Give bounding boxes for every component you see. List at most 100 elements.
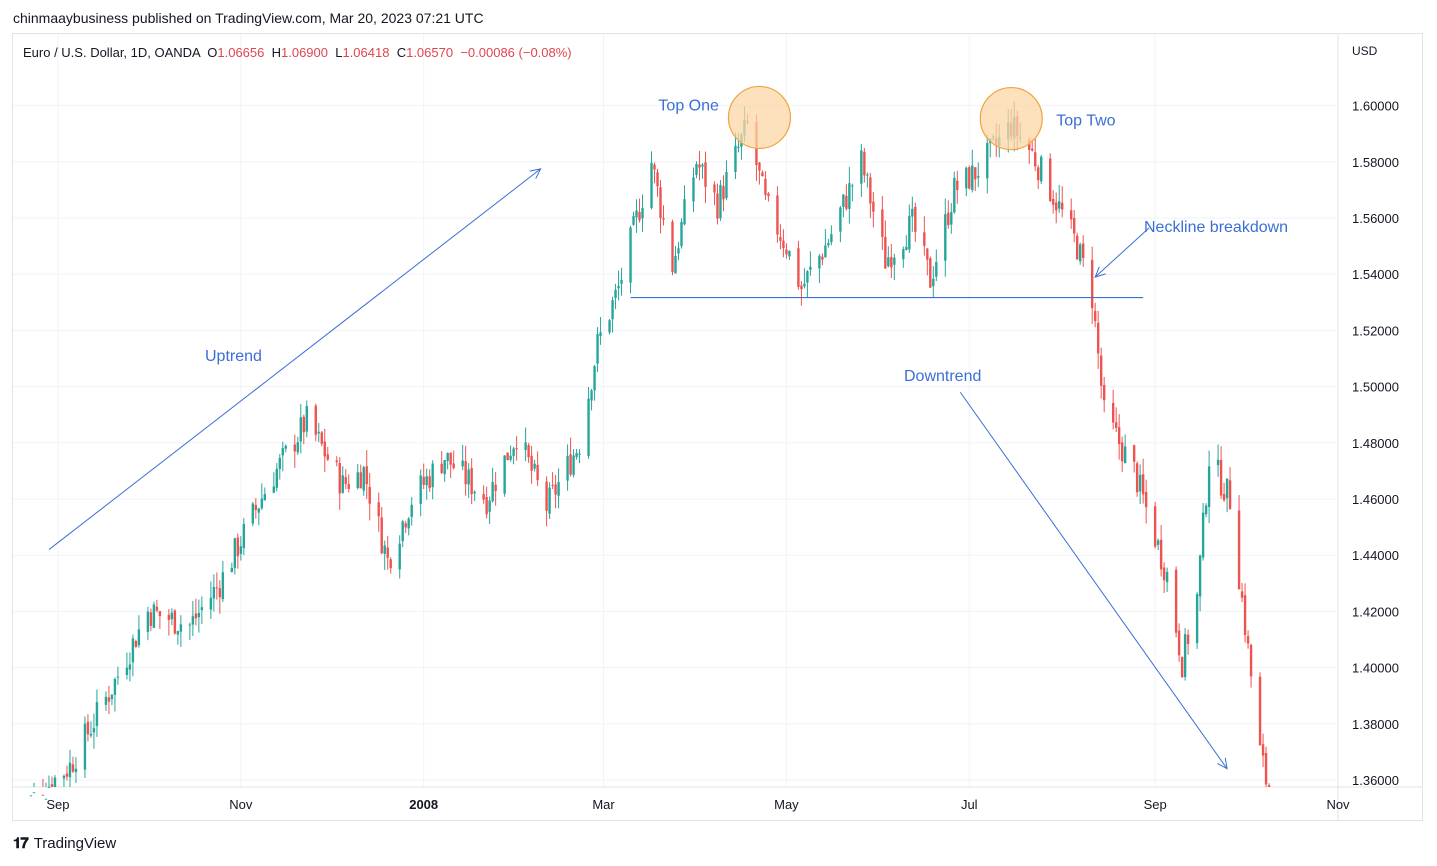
- candle-body: [407, 518, 410, 529]
- candle-body: [104, 696, 108, 705]
- candle-body: [389, 559, 392, 569]
- candle-body: [275, 468, 279, 488]
- candle-body: [527, 445, 530, 458]
- uptrend-arrow: [48, 168, 542, 550]
- y-tick-label: 1.48000: [1352, 436, 1399, 451]
- candle-body: [1117, 427, 1121, 445]
- candle-body: [827, 243, 830, 246]
- candle-body: [1096, 322, 1100, 354]
- candle-body: [155, 606, 159, 611]
- candle-body: [62, 775, 66, 779]
- candle-body: [1072, 217, 1076, 234]
- candle-body: [719, 184, 722, 219]
- candle-body: [1099, 355, 1103, 386]
- candle-body: [863, 151, 866, 176]
- candles: [29, 100, 1271, 800]
- candle-body: [653, 164, 656, 170]
- candle-body: [425, 476, 428, 486]
- candle-body: [590, 390, 593, 401]
- candle-body: [968, 167, 971, 189]
- candle-body: [1093, 310, 1097, 322]
- candle-body: [1180, 656, 1184, 678]
- x-tick-label: Sep: [46, 797, 69, 812]
- candle-body: [1198, 555, 1202, 597]
- candle-body: [638, 212, 641, 221]
- candle-body: [1081, 243, 1085, 259]
- candle-body: [386, 547, 389, 558]
- candle-body: [116, 676, 120, 678]
- candle-body: [659, 187, 662, 219]
- candle-body: [926, 248, 929, 260]
- top-two-label: Top Two: [1056, 113, 1115, 130]
- candle-body: [263, 494, 267, 501]
- candle-body: [377, 502, 380, 517]
- candle-body: [146, 611, 150, 632]
- candle-body: [704, 162, 707, 187]
- candle-body: [1111, 402, 1115, 423]
- candle-body: [1114, 422, 1118, 428]
- x-tick-label: Nov: [1326, 797, 1350, 812]
- neckline-arrow-head: [1094, 266, 1106, 278]
- legend-open: 1.06656: [217, 45, 265, 60]
- x-tick-label: Nov: [229, 797, 253, 812]
- y-tick-label: 1.56000: [1352, 211, 1399, 226]
- candle-body: [881, 209, 884, 238]
- candle-body: [713, 184, 716, 193]
- legend-low: 1.06418: [342, 45, 390, 60]
- candle-body: [1058, 201, 1061, 209]
- tradingview-brand[interactable]: 𝟏𝟕 TradingView: [13, 835, 116, 852]
- candle-body: [1070, 210, 1073, 220]
- candle-body: [1201, 512, 1205, 558]
- y-tick-label: 1.60000: [1352, 99, 1399, 114]
- candle-body: [806, 271, 809, 283]
- candle-body: [191, 616, 195, 625]
- candle-body: [929, 258, 932, 288]
- neckline-arrow: [1094, 227, 1150, 278]
- candle-body: [842, 194, 845, 207]
- candle-body: [971, 165, 974, 190]
- uptrend-label: Uptrend: [205, 348, 262, 365]
- candle-body: [935, 262, 938, 277]
- candle-body: [509, 455, 512, 460]
- candle-body: [230, 567, 234, 573]
- candle-body: [536, 464, 539, 481]
- candle-body: [1174, 569, 1178, 633]
- candle-body: [467, 469, 470, 485]
- candle-body: [1225, 478, 1229, 499]
- candle-body: [776, 195, 779, 235]
- candle-body: [1061, 202, 1064, 210]
- candle-body: [830, 234, 833, 243]
- candle-body: [494, 484, 497, 491]
- candle-body: [674, 255, 677, 274]
- candle-body: [44, 798, 48, 800]
- candle-body: [428, 476, 431, 489]
- candle-body: [932, 278, 935, 287]
- candle-body: [614, 289, 617, 299]
- candle-body: [575, 453, 578, 457]
- candle-body: [170, 612, 174, 620]
- candle-body: [1102, 385, 1106, 401]
- candle-body: [71, 764, 75, 772]
- candle-body: [272, 486, 276, 493]
- x-tick-label: Sep: [1144, 797, 1167, 812]
- candle-body: [1222, 494, 1226, 501]
- legend-high: 1.06900: [281, 45, 328, 60]
- candle-body: [818, 255, 821, 269]
- downtrend-arrow-head: [1217, 757, 1228, 770]
- candle-body: [722, 186, 725, 200]
- candle-body: [362, 467, 365, 491]
- y-tick-label: 1.38000: [1352, 717, 1399, 732]
- candle-body: [158, 611, 162, 617]
- candle-body: [296, 442, 299, 453]
- candle-body: [950, 212, 953, 225]
- candle-body: [179, 624, 183, 632]
- candle-body: [821, 256, 824, 260]
- legend-close: 1.06570: [406, 45, 454, 60]
- top-one-circle: [727, 85, 792, 150]
- candle-body: [197, 612, 201, 618]
- candle-body: [1055, 202, 1058, 211]
- uptrend-arrow-head: [529, 168, 542, 179]
- candle-body: [905, 246, 908, 250]
- candle-body: [1138, 474, 1142, 492]
